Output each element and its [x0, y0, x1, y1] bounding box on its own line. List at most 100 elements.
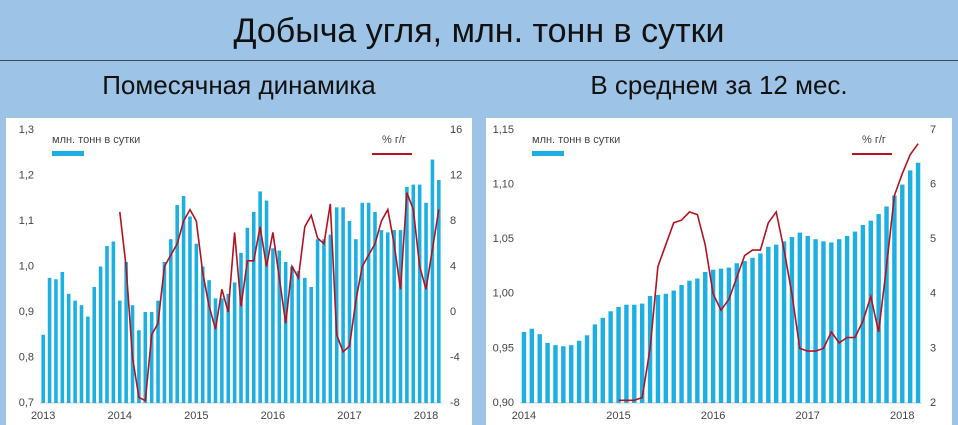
bar — [334, 207, 339, 403]
bar — [47, 277, 52, 403]
chart-title: Помесячная динамика — [102, 70, 376, 100]
bar — [220, 298, 224, 403]
legend-swatch — [52, 151, 84, 156]
y-tick-label: 1,00 — [493, 288, 514, 300]
y2-tick-label: 12 — [450, 169, 462, 181]
y-tick-label: 1,1 — [19, 215, 34, 227]
bar — [271, 248, 275, 403]
y-tick-label: 1,05 — [493, 233, 514, 245]
bar — [98, 266, 103, 403]
line — [119, 192, 440, 402]
bar — [616, 306, 621, 403]
y-tick-label: 0,9 — [19, 306, 34, 318]
bar — [347, 221, 352, 403]
bar — [710, 269, 716, 403]
bar — [239, 252, 243, 403]
bar — [60, 271, 65, 403]
bar — [226, 293, 231, 403]
y2-tick-label: -4 — [450, 351, 460, 363]
bar — [341, 207, 345, 403]
bar — [207, 280, 211, 403]
bar — [576, 340, 582, 403]
bar — [829, 242, 834, 403]
legend-label: млн. тонн в сутки — [532, 134, 620, 146]
y2-tick-label: 7 — [930, 124, 936, 136]
bar — [181, 195, 186, 403]
x-tick-label: 2017 — [795, 410, 819, 422]
bar — [561, 346, 566, 403]
legend-label: % г/г — [382, 134, 406, 146]
bar — [117, 300, 122, 403]
bar — [309, 286, 313, 403]
bar — [54, 279, 58, 403]
bar — [373, 211, 377, 403]
bar — [175, 205, 179, 403]
bar — [73, 300, 77, 403]
bar — [430, 159, 435, 403]
bar — [366, 202, 371, 403]
bar — [149, 312, 154, 403]
bar — [687, 280, 692, 403]
bar — [379, 230, 384, 403]
bar — [162, 261, 167, 403]
bar — [703, 271, 708, 403]
y2-tick-label: 0 — [450, 306, 456, 318]
bar — [876, 214, 881, 403]
bar — [200, 266, 205, 403]
bar — [915, 162, 921, 403]
legend-label: млн. тонн в сутки — [52, 134, 140, 146]
y-tick-label: 0,95 — [493, 342, 514, 354]
bar — [124, 261, 128, 403]
y-tick-label: 0,8 — [19, 351, 34, 363]
x-tick-label: 2014 — [108, 410, 132, 422]
bar — [169, 239, 173, 403]
bar — [844, 235, 850, 403]
bar — [245, 227, 250, 403]
bar — [671, 290, 676, 403]
bar — [655, 294, 661, 403]
bar — [213, 298, 218, 403]
bar — [553, 345, 558, 403]
bar — [296, 271, 301, 403]
bar — [303, 277, 307, 403]
y-tick-label: 1,0 — [19, 260, 34, 272]
bar — [907, 170, 913, 403]
bar — [797, 232, 803, 403]
bar — [328, 234, 333, 403]
bar — [758, 253, 763, 403]
y-tick-label: 0,7 — [19, 397, 34, 409]
bar — [773, 244, 779, 403]
chart: 0,7 0,8 0,9 1,0 1,1 1,2 1,3 -8 -4 0 4 8 12 16 2013 2014… — [6, 118, 472, 425]
x-tick-label: 2018 — [414, 410, 438, 422]
bar — [194, 243, 199, 403]
bar — [569, 345, 574, 403]
x-tick-label: 2016 — [701, 410, 725, 422]
bar — [354, 239, 358, 403]
bar — [900, 184, 905, 403]
bar — [92, 286, 97, 403]
y2-tick-label: 4 — [930, 288, 936, 300]
bar — [837, 239, 842, 403]
bar — [424, 202, 428, 403]
bar — [718, 268, 724, 403]
bar — [79, 305, 84, 403]
page-title: Добыча угля, млн. тонн в сутки — [0, 0, 958, 61]
y2-tick-label: 16 — [450, 124, 462, 136]
bar — [868, 220, 873, 403]
bar — [892, 195, 897, 403]
y-tick-label: 0,90 — [493, 397, 514, 409]
legend-swatch — [532, 151, 564, 156]
bar — [105, 246, 109, 403]
bar — [608, 311, 613, 403]
bar — [742, 261, 747, 403]
bar — [781, 241, 787, 403]
bar — [852, 231, 858, 403]
chart-title: В среднем за 12 мес. — [590, 70, 848, 100]
bar — [521, 332, 527, 403]
y-tick-label: 1,3 — [19, 124, 34, 136]
x-tick-label: 2014 — [512, 410, 536, 422]
bar — [232, 282, 237, 403]
bar — [529, 328, 535, 403]
x-tick-label: 2015 — [606, 410, 630, 422]
